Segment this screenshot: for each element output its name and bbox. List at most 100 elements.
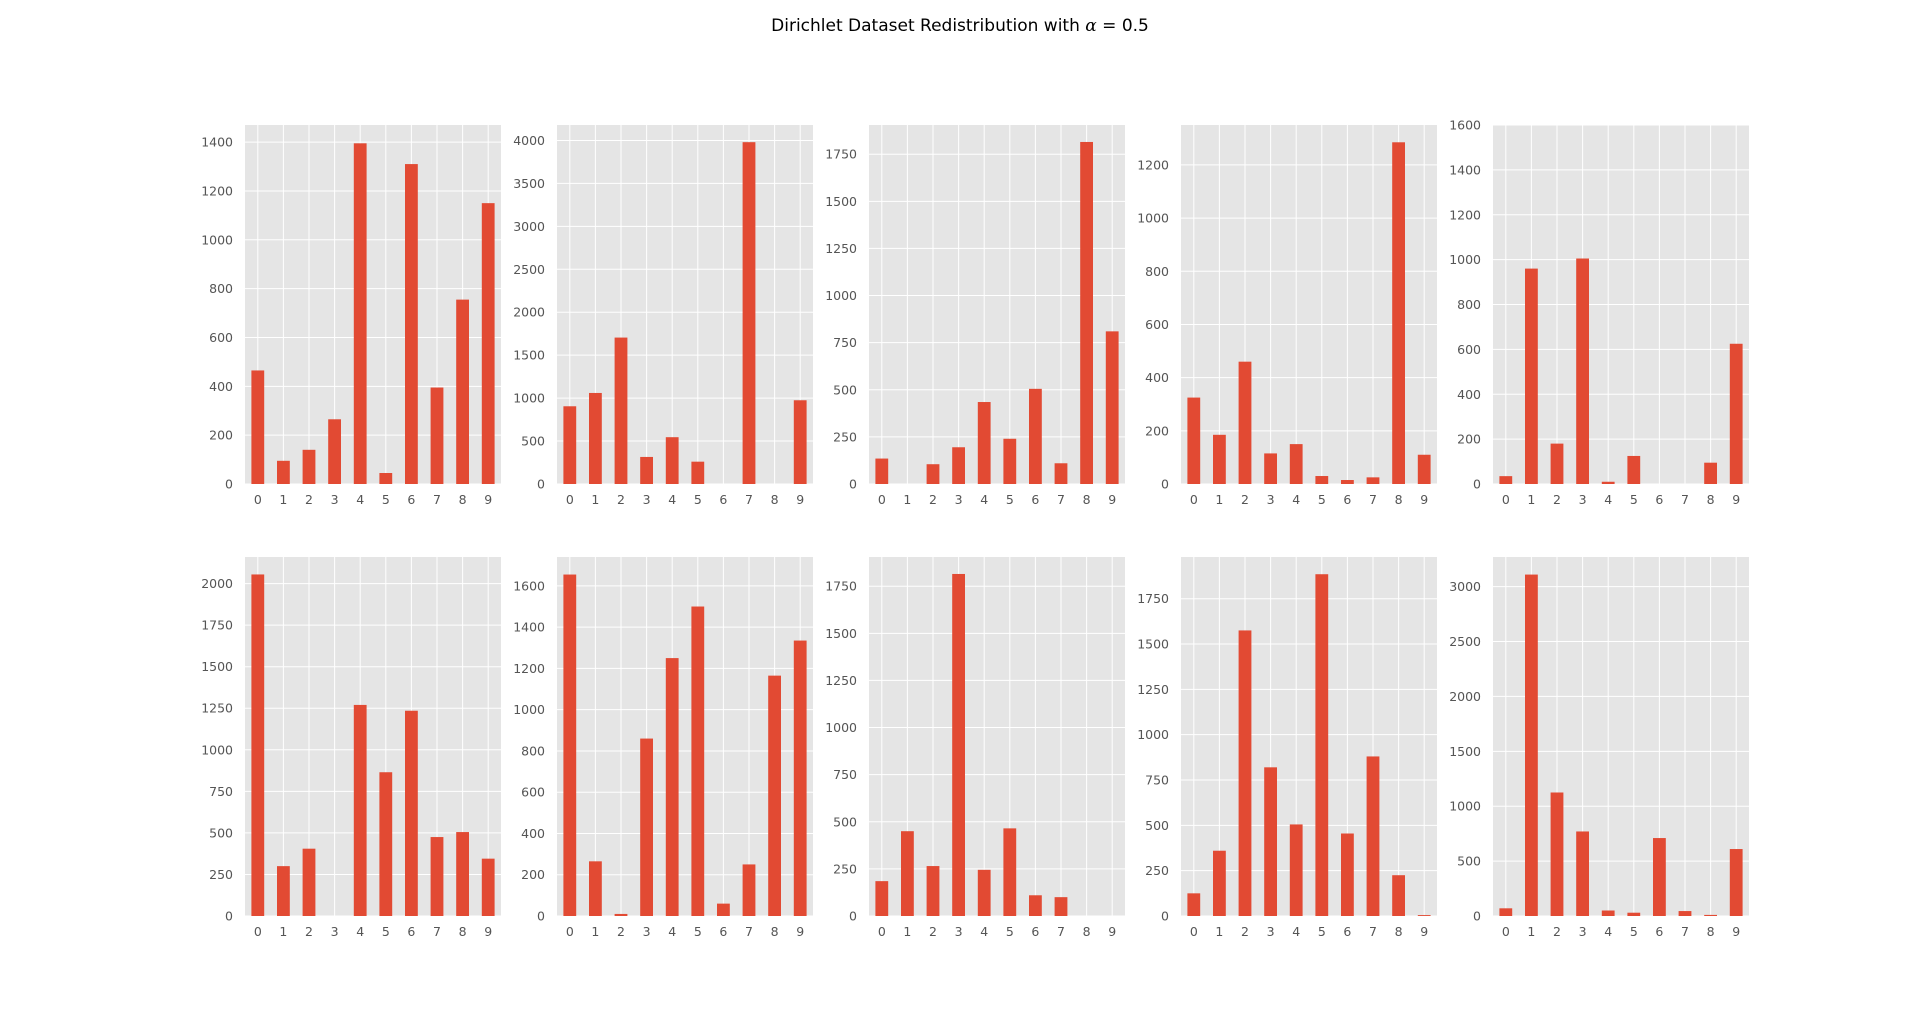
x-tick-label: 7 [1681,492,1689,507]
y-tick-label: 600 [521,785,545,800]
x-tick-label: 5 [1006,924,1014,939]
x-tick-label: 2 [617,492,625,507]
figure-title: Dirichlet Dataset Redistribution with α … [0,16,1920,36]
bar [793,640,807,916]
bar [742,864,756,916]
y-tick-label: 2000 [513,305,545,320]
x-tick-label: 0 [1190,492,1198,507]
y-tick-label: 500 [1145,818,1169,833]
y-tick-label: 400 [521,826,545,841]
x-tick-label: 1 [1215,492,1223,507]
bar [614,337,628,484]
y-tick-label: 3500 [513,176,545,191]
bar [1729,343,1743,484]
y-tick-label: 1400 [513,620,545,635]
x-tick-label: 2 [305,492,313,507]
y-tick-label: 0 [537,909,545,924]
y-tick-label: 2500 [1449,634,1481,649]
x-tick-label: 4 [1292,492,1300,507]
y-tick-label: 800 [1145,264,1169,279]
y-tick-label: 1000 [513,391,545,406]
y-tick-label: 1250 [825,241,857,256]
x-tick-label: 5 [1318,492,1326,507]
x-tick-label: 8 [1707,492,1715,507]
x-tick-label: 0 [566,492,574,507]
x-tick-label: 6 [719,924,727,939]
y-tick-label: 200 [521,867,545,882]
bar [1029,388,1042,484]
x-tick-label: 8 [459,924,467,939]
y-tick-label: 500 [833,814,857,829]
y-tick-label: 0 [849,909,857,924]
bar [1627,455,1641,484]
y-tick-label: 250 [833,861,857,876]
x-tick-label: 9 [484,924,492,939]
x-tick-label: 6 [1031,924,1039,939]
x-tick-label: 3 [1579,924,1587,939]
x-tick-label: 0 [1502,924,1510,939]
bar [901,831,914,916]
bar [768,675,781,916]
x-tick-label: 0 [878,492,886,507]
bar [1238,361,1252,484]
y-tick-label: 800 [1457,297,1481,312]
x-tick-label: 6 [407,924,415,939]
x-tick-label: 3 [1579,492,1587,507]
figure-title-prefix: Dirichlet Dataset Redistribution with [771,16,1086,36]
x-tick-label: 1 [903,924,911,939]
y-tick-label: 0 [225,477,233,492]
bar [1601,910,1615,916]
y-tick-label: 1500 [825,194,857,209]
x-tick-label: 3 [955,492,963,507]
y-tick-label: 1500 [201,659,233,674]
bar [430,387,444,484]
y-tick-label: 1400 [1449,162,1481,177]
x-tick-label: 2 [929,924,937,939]
bar [977,869,991,916]
y-tick-label: 0 [1473,909,1481,924]
x-tick-label: 0 [566,924,574,939]
y-tick-label: 1000 [1137,727,1169,742]
y-tick-label: 1250 [201,701,233,716]
y-tick-label: 2500 [513,262,545,277]
bar [1366,477,1380,484]
bar-chart-panel-1: 0 1 2 3 4 5 6 7 8 9 0 200 400 600 800 1000 1200 1400 [201,125,501,507]
y-tick-label: 1750 [1137,591,1169,606]
x-tick-label: 1 [591,492,599,507]
x-tick-label: 7 [745,924,753,939]
bar [481,858,495,916]
x-tick-label: 4 [980,924,988,939]
bar [952,573,965,916]
y-tick-label: 1750 [825,147,857,162]
x-tick-label: 0 [254,924,262,939]
x-tick-label: 1 [279,924,287,939]
x-tick-label: 9 [1108,924,1116,939]
x-tick-label: 5 [694,924,702,939]
x-tick-label: 9 [1420,924,1428,939]
y-tick-label: 800 [521,743,545,758]
bar [379,772,393,916]
bar [302,848,316,916]
x-tick-label: 3 [1267,492,1275,507]
bar [1417,915,1431,916]
x-tick-label: 9 [796,924,804,939]
bar [1341,833,1354,916]
bar [481,203,495,484]
x-tick-label: 7 [1369,924,1377,939]
y-tick-label: 1000 [1137,211,1169,226]
bar [875,458,889,484]
x-tick-label: 2 [1553,924,1561,939]
y-tick-label: 3000 [513,219,545,234]
bar [1525,268,1538,484]
y-tick-label: 1000 [825,288,857,303]
bar [563,574,577,916]
y-tick-label: 1600 [513,578,545,593]
bar [691,461,705,484]
bar [456,832,469,916]
y-tick-label: 1400 [201,135,233,150]
y-tick-label: 1750 [201,618,233,633]
y-tick-label: 1500 [1449,744,1481,759]
x-tick-label: 8 [1395,924,1403,939]
bar [277,460,290,484]
y-tick-label: 1250 [825,673,857,688]
